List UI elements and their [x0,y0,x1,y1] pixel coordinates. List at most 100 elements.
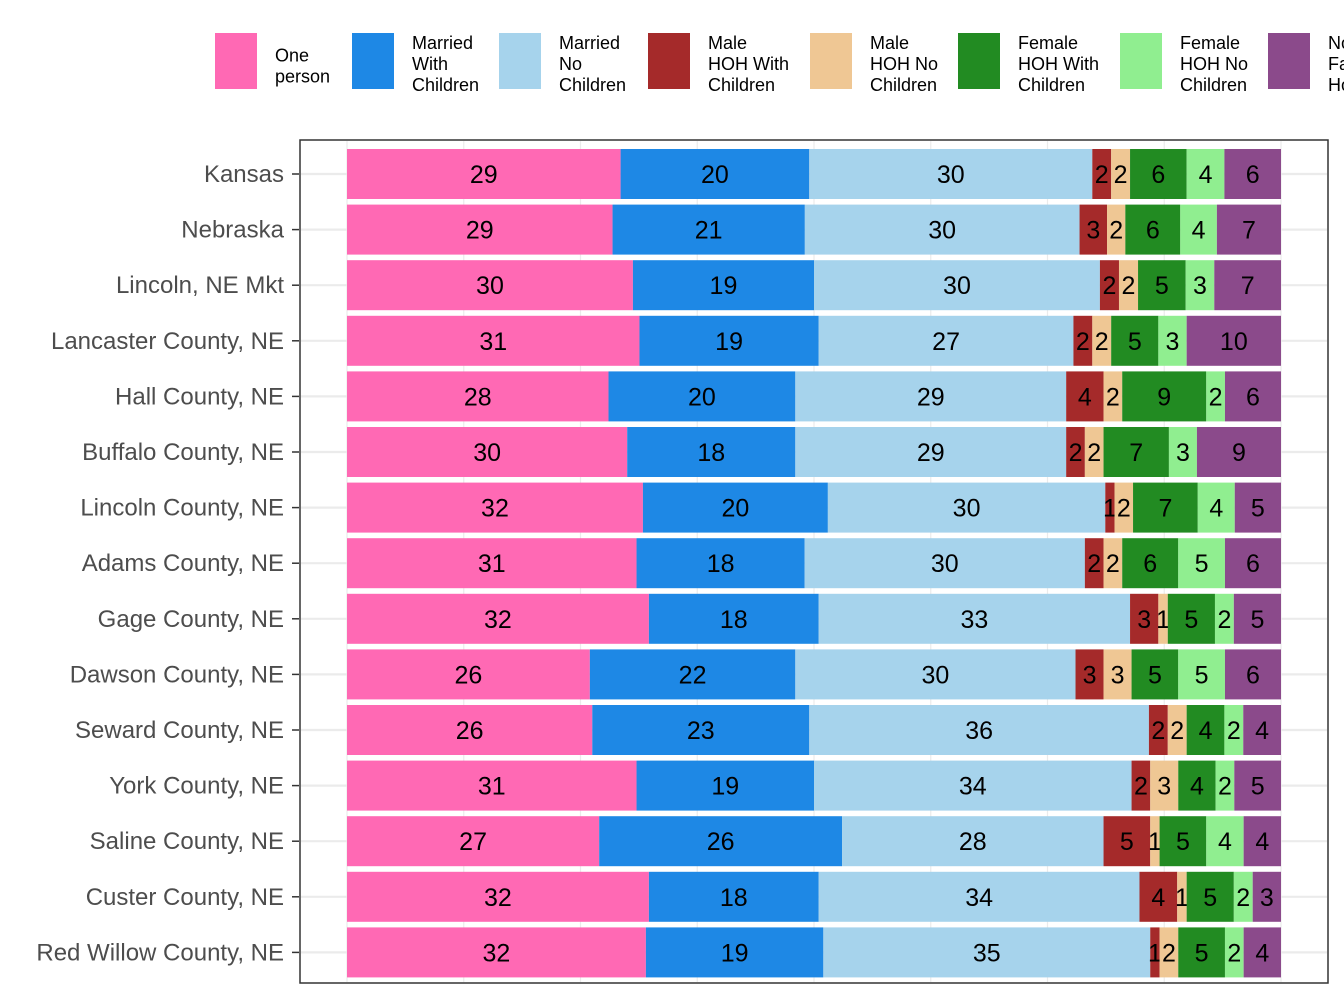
y-tick-label: Buffalo County, NE [82,439,284,466]
bar-segment-one-person [347,871,649,922]
data-label: 5 [1120,828,1134,856]
bar-row-kansas: 29 20 30 2 2 6 4 6 [347,149,1281,199]
bar-segment-male-hoh-with-children [1105,482,1115,533]
bar-row-lincoln-county-ne: 32 20 30 1 2 7 4 5 [347,482,1281,533]
bar-segment-married-no-children [804,204,1080,255]
data-label: 4 [1218,828,1232,856]
data-label: 7 [1242,217,1256,245]
bar-segment-married-with-children [599,816,843,867]
bar-segment-male-hoh-no-children [1159,927,1179,978]
data-label: 2 [1162,939,1176,967]
bar-segment-female-hoh-with-children [1178,927,1225,978]
legend-item-male-hoh-no-children: Male HOH No Children [810,33,938,95]
data-label: 20 [701,161,729,189]
bar-row-lincoln-ne-mkt: 30 19 30 2 2 5 3 7 [347,260,1281,311]
data-label: 3 [1111,661,1125,689]
bar-segment-female-hoh-with-children [1122,371,1207,422]
data-label: 23 [687,717,715,745]
bar-segment-male-hoh-no-children [1103,371,1123,422]
bar-segment-male-hoh-no-children [1111,149,1131,199]
bar-segment-male-hoh-with-children [1073,315,1093,366]
legend-item-female-hoh-with-children: Female HOH With Children [958,33,1099,95]
bar-segment-female-hoh-with-children [1186,871,1234,922]
data-label: 30 [931,550,959,578]
bar-segment-male-hoh-no-children [1150,816,1160,867]
data-label: 9 [1232,439,1246,467]
legend-swatch [810,33,852,89]
data-label: 27 [459,828,487,856]
bar-segment-male-hoh-with-children [1084,538,1104,589]
data-label: 5 [1128,328,1142,356]
bar-segment-one-person [347,593,649,644]
bar-row-gage-county-ne: 32 18 33 3 1 5 2 5 [347,593,1281,644]
data-label: 2 [1087,439,1101,467]
data-label: 2 [1076,328,1090,356]
bar-segment-non-family-hoh [1233,593,1281,644]
y-tick-label: Hall County, NE [115,383,284,410]
data-label: 7 [1129,439,1143,467]
data-label: 2 [1114,161,1128,189]
data-label: 31 [478,550,506,578]
data-label: 19 [721,939,749,967]
legend-label: Male HOH No Children [870,33,938,95]
data-label: 5 [1195,939,1209,967]
bar-segment-married-with-children [627,427,796,477]
data-label: 6 [1246,550,1260,578]
bar-row-red-willow-county-ne: 32 19 35 1 2 5 2 4 [347,927,1281,978]
bar-segment-non-family-hoh [1243,705,1281,755]
data-label: 5 [1195,661,1209,689]
legend-swatch [215,33,257,89]
bar-segment-female-hoh-no-children [1214,593,1234,644]
bar-segment-female-hoh-no-children [1224,927,1244,978]
data-label: 5 [1148,661,1162,689]
data-label: 5 [1250,606,1264,634]
bar-segment-non-family-hoh [1252,871,1281,922]
legend-item-non-family-hoh: NoFaHo [1268,33,1344,95]
legend-swatch [499,33,541,89]
data-label: 20 [721,495,749,523]
bar-segment-married-no-children [818,315,1074,366]
bar-segment-married-no-children [814,760,1132,811]
data-label: 18 [720,884,748,912]
data-label: 2 [1106,550,1120,578]
legend-label: NoFaHo [1328,33,1344,95]
legend-item-married-no-children: Married No Children [499,33,626,95]
bar-segment-female-hoh-with-children [1178,760,1216,811]
bar-row-lancaster-county-ne: 31 19 27 2 2 5 3 10 [347,315,1281,366]
y-tick-label: Lincoln County, NE [80,495,284,522]
bar-segment-female-hoh-with-children [1131,649,1179,700]
data-label: 30 [473,439,501,467]
bar-segment-male-hoh-no-children [1118,260,1139,311]
data-label: 2 [1217,606,1231,634]
y-tick-label: Custer County, NE [86,884,284,911]
bar-segment-male-hoh-no-children [1114,482,1134,533]
legend-swatch [958,33,1000,89]
bar-segment-married-with-children [592,705,810,755]
data-label: 5 [1203,884,1217,912]
data-label: 2 [1106,383,1120,411]
bar-segment-non-family-hoh [1196,427,1281,477]
data-label: 7 [1158,495,1172,523]
bar-segment-female-hoh-with-children [1125,204,1181,255]
bar-segment-one-person [347,371,609,422]
bar-segment-male-hoh-no-children [1167,705,1187,755]
bar-segment-married-with-children [636,760,814,811]
bar-segment-non-family-hoh [1224,649,1281,700]
bar-segment-non-family-hoh [1186,315,1281,366]
y-tick-label: Red Willow County, NE [36,939,284,966]
data-label: 2 [1117,495,1131,523]
data-label: 31 [478,773,506,801]
bar-segment-female-hoh-no-children [1178,649,1225,700]
bar-segment-male-hoh-with-children [1092,149,1112,199]
data-label: 3 [1157,773,1171,801]
data-label: 1 [1148,939,1162,967]
data-label: 19 [710,272,738,300]
bar-segment-married-with-children [639,315,819,366]
bar-segment-female-hoh-with-children [1138,260,1186,311]
y-tick-label: Lincoln, NE Mkt [116,272,284,299]
data-label: 18 [707,550,735,578]
data-label: 34 [965,884,993,912]
bar-segment-non-family-hoh [1234,482,1281,533]
data-label: 2 [1087,550,1101,578]
